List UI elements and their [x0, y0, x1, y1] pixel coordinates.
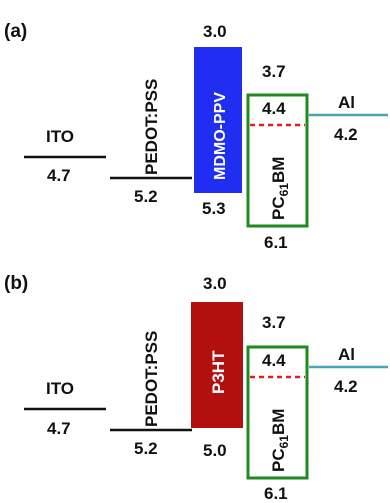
panel-label: (b) [4, 273, 28, 294]
ito-value: 4.7 [47, 419, 71, 438]
acceptor-homo-value: 6.1 [264, 233, 288, 252]
acceptor-band-box [246, 345, 309, 480]
donor-band-box [191, 302, 243, 428]
donor-homo-value: 5.3 [202, 199, 226, 218]
acceptor-lumo-value: 3.7 [262, 313, 286, 332]
donor-band-box [194, 47, 242, 193]
acceptor-inner-lumo-value: 4.4 [262, 99, 286, 118]
donor-name: MDMO-PPV [212, 92, 229, 180]
donor-lumo-value: 3.0 [203, 274, 227, 293]
donor-name: P3HT [209, 350, 228, 394]
acceptor-lumo-value: 3.7 [262, 62, 286, 81]
al-label: Al [338, 93, 355, 112]
al-value: 4.2 [334, 377, 358, 396]
acceptor-band-box [246, 93, 309, 228]
al-value: 4.2 [334, 125, 358, 144]
pedot-value: 5.2 [134, 187, 158, 206]
panel-b: (b) ITO 4.7 PEDOT:PSS 5.2 3.0 P3HT 5.0 3… [4, 273, 388, 503]
acceptor-homo-value: 6.1 [264, 484, 288, 503]
acceptor-name: PC61BM [269, 157, 291, 220]
panel-label: (a) [4, 21, 27, 42]
acceptor-name: PC61BM [269, 409, 291, 472]
donor-lumo-value: 3.0 [203, 22, 227, 41]
pedot-label: PEDOT:PSS [142, 79, 161, 175]
acceptor-inner-lumo-value: 4.4 [262, 351, 286, 370]
pedot-label: PEDOT:PSS [142, 331, 161, 427]
pedot-value: 5.2 [134, 439, 158, 458]
ito-value: 4.7 [47, 166, 71, 185]
al-label: Al [338, 345, 355, 364]
ito-label: ITO [46, 379, 74, 398]
ito-label: ITO [46, 127, 74, 146]
panel-a: (a) ITO 4.7 PEDOT:PSS 5.2 3.0 MDMO-PPV 5… [4, 21, 388, 252]
donor-homo-value: 5.0 [203, 441, 227, 460]
